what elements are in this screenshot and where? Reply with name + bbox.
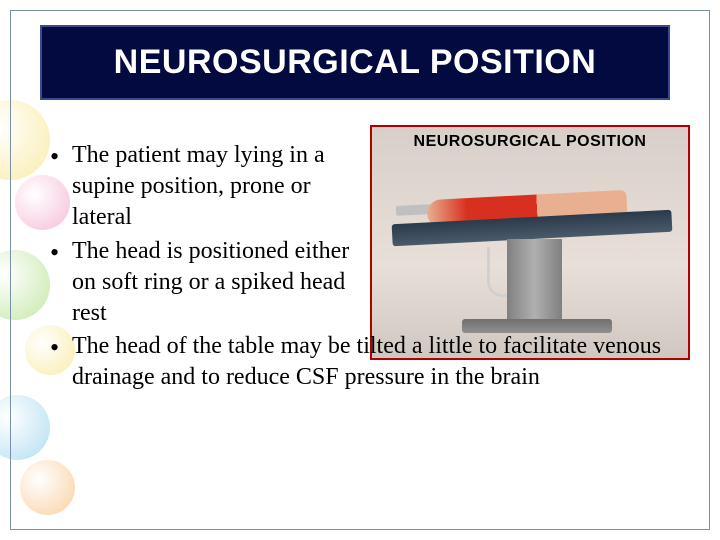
- bullet-3-text: The head of the table may be tilted a li…: [72, 333, 661, 390]
- bullet-2-text: The head is positioned either on soft ri…: [72, 236, 352, 330]
- bullet-1-text: The patient may lying in a supine positi…: [72, 140, 352, 234]
- bullet-3: The head of the table may be tilted a li…: [50, 331, 670, 393]
- content-area: The patient may lying in a supine positi…: [50, 140, 670, 510]
- bullet-2: The head is positioned either on soft ri…: [50, 236, 670, 330]
- bullet-list: The patient may lying in a supine positi…: [50, 140, 670, 394]
- slide-title: NEUROSURGICAL POSITION: [114, 43, 597, 82]
- title-container: NEUROSURGICAL POSITION: [40, 25, 670, 100]
- bullet-1: The patient may lying in a supine positi…: [50, 140, 670, 234]
